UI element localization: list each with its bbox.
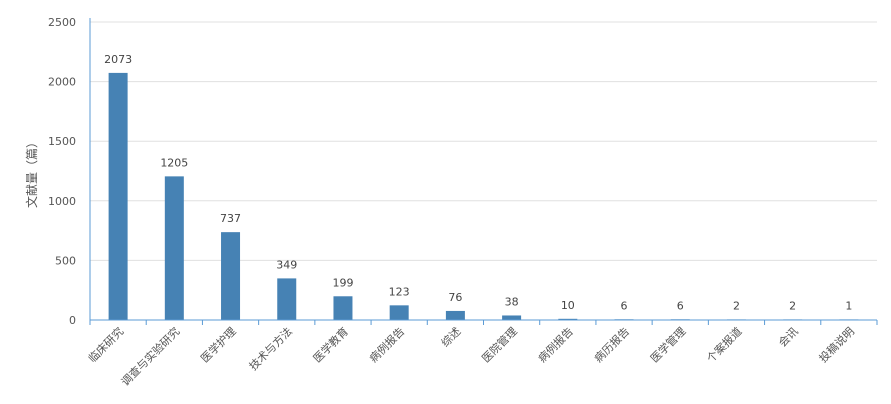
x-tick-label: 技术与方法 (246, 324, 295, 373)
axes (89, 18, 877, 321)
x-tick-label: 临床研究 (85, 324, 126, 365)
bar-4[interactable] (333, 296, 353, 320)
x-tick-label: 医院管理 (479, 324, 520, 365)
bar-7[interactable] (502, 315, 522, 320)
bar-5[interactable] (389, 305, 409, 320)
y-tick-label: 1000 (48, 195, 76, 208)
x-tick-label: 医学护理 (198, 324, 239, 365)
y-tick-label: 500 (55, 254, 76, 267)
y-tick-label: 0 (69, 314, 76, 327)
y-tick-label: 2000 (48, 76, 76, 89)
y-tick-label: 1500 (48, 135, 76, 148)
data-label: 2073 (104, 53, 132, 66)
data-label: 123 (389, 285, 410, 298)
x-tick-label: 病例报告 (366, 324, 407, 365)
x-tick-label: 投稿说明 (816, 324, 857, 365)
data-label: 10 (561, 299, 575, 312)
x-tick-label: 病例报告 (535, 324, 576, 365)
bar-6[interactable] (445, 310, 465, 320)
x-tick-label: 个案报道 (704, 324, 745, 365)
x-tick-label: 综述 (438, 324, 463, 349)
data-labels: 2073 1205 737 349 199 123 76 38 10 6 6 2 2 1 (104, 53, 852, 313)
x-tick-label: 病历报告 (591, 324, 632, 365)
x-tick-label: 调查与实验研究 (118, 324, 182, 388)
bars (108, 72, 859, 320)
y-tick-labels: 0 500 1000 1500 2000 2500 (48, 16, 76, 327)
bar-8[interactable] (558, 318, 578, 320)
bar-2[interactable] (221, 232, 241, 320)
data-label: 76 (448, 291, 462, 304)
data-label: 6 (677, 299, 684, 312)
data-label: 2 (733, 299, 740, 312)
data-label: 737 (220, 212, 241, 225)
data-label: 6 (621, 299, 628, 312)
data-label: 1205 (160, 156, 188, 169)
data-label: 2 (789, 299, 796, 312)
bar-3[interactable] (277, 278, 297, 320)
y-axis-title: 文献量（篇） (24, 136, 39, 208)
data-label: 349 (276, 258, 297, 271)
bar-0[interactable] (108, 72, 128, 320)
x-tick-label: 会讯 (776, 325, 801, 350)
x-tick-label: 医学管理 (647, 324, 688, 365)
data-label: 38 (505, 295, 519, 308)
x-tick-label: 医学教育 (310, 324, 351, 365)
gridlines (90, 21, 877, 261)
bar-1[interactable] (164, 176, 184, 320)
data-label: 1 (845, 299, 852, 312)
data-label: 199 (332, 276, 353, 289)
y-tick-label: 2500 (48, 16, 76, 29)
